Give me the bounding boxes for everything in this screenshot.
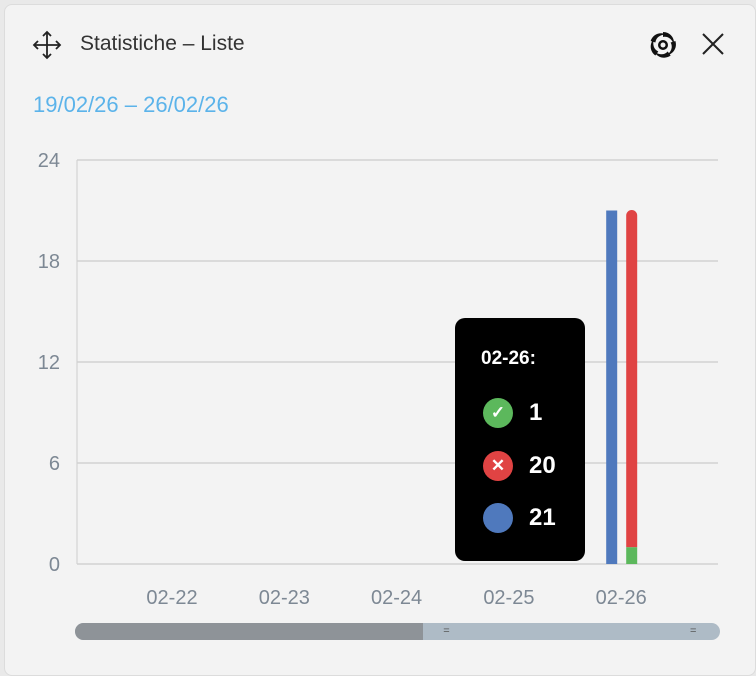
bar-total xyxy=(606,210,618,564)
scrollbar-left-handle[interactable]: = xyxy=(443,625,450,637)
move-arrows-icon[interactable] xyxy=(31,30,63,60)
chart-tooltip: 02-26: ✓ 1 ✕ 20 21 xyxy=(455,318,585,561)
x-tick-label: 02-22 xyxy=(146,587,197,609)
scrollbar-track-left xyxy=(75,623,424,640)
check-circle-icon: ✓ xyxy=(483,398,513,428)
x-tick-label: 02-25 xyxy=(483,587,534,609)
tooltip-failed-value: 20 xyxy=(529,452,556,479)
x-tick-label: 02-23 xyxy=(259,587,310,609)
bar-success xyxy=(626,547,638,564)
x-tick-label: 02-24 xyxy=(371,587,422,609)
tooltip-success-row: ✓ 1 xyxy=(483,398,542,428)
tooltip-success-value: 1 xyxy=(529,399,543,426)
spiral-icon[interactable] xyxy=(648,30,678,60)
tooltip-total-value: 21 xyxy=(529,504,556,531)
y-tick-label: 0 xyxy=(49,554,60,576)
total-circle-icon xyxy=(483,503,513,533)
tooltip-failed-row: ✕ 20 xyxy=(483,451,556,481)
x-circle-icon: ✕ xyxy=(483,451,513,481)
y-tick-label: 12 xyxy=(38,352,60,374)
y-tick-label: 6 xyxy=(49,453,60,475)
chart-scrollbar[interactable]: = = xyxy=(75,623,720,640)
bar-failed xyxy=(626,210,638,548)
y-tick-label: 24 xyxy=(38,150,60,172)
date-range: 19/02/26 – 26/02/26 xyxy=(33,92,229,117)
tooltip-total-row: 21 xyxy=(483,503,556,533)
x-tick-label: 02-26 xyxy=(596,587,647,609)
close-x-icon[interactable] xyxy=(700,31,726,57)
y-tick-label: 18 xyxy=(38,251,60,273)
panel-title: Statistiche – Liste xyxy=(80,32,245,55)
scrollbar-right-handle[interactable]: = xyxy=(690,625,697,637)
tooltip-date: 02-26: xyxy=(481,348,536,369)
